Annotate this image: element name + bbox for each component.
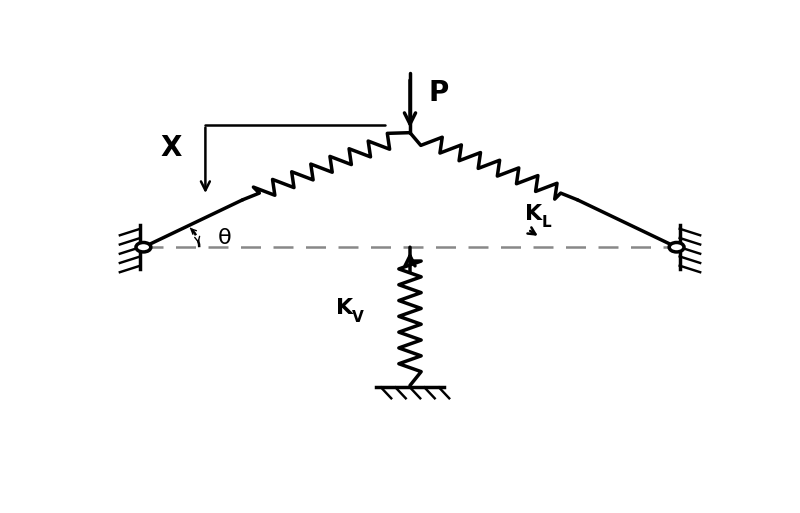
- Circle shape: [669, 243, 684, 252]
- Text: θ: θ: [218, 228, 231, 248]
- Text: K: K: [336, 299, 353, 319]
- Circle shape: [136, 243, 151, 252]
- Text: V: V: [352, 310, 364, 325]
- Text: X: X: [161, 134, 182, 163]
- Text: L: L: [542, 215, 551, 230]
- Text: P: P: [429, 79, 449, 107]
- Text: K: K: [525, 204, 542, 224]
